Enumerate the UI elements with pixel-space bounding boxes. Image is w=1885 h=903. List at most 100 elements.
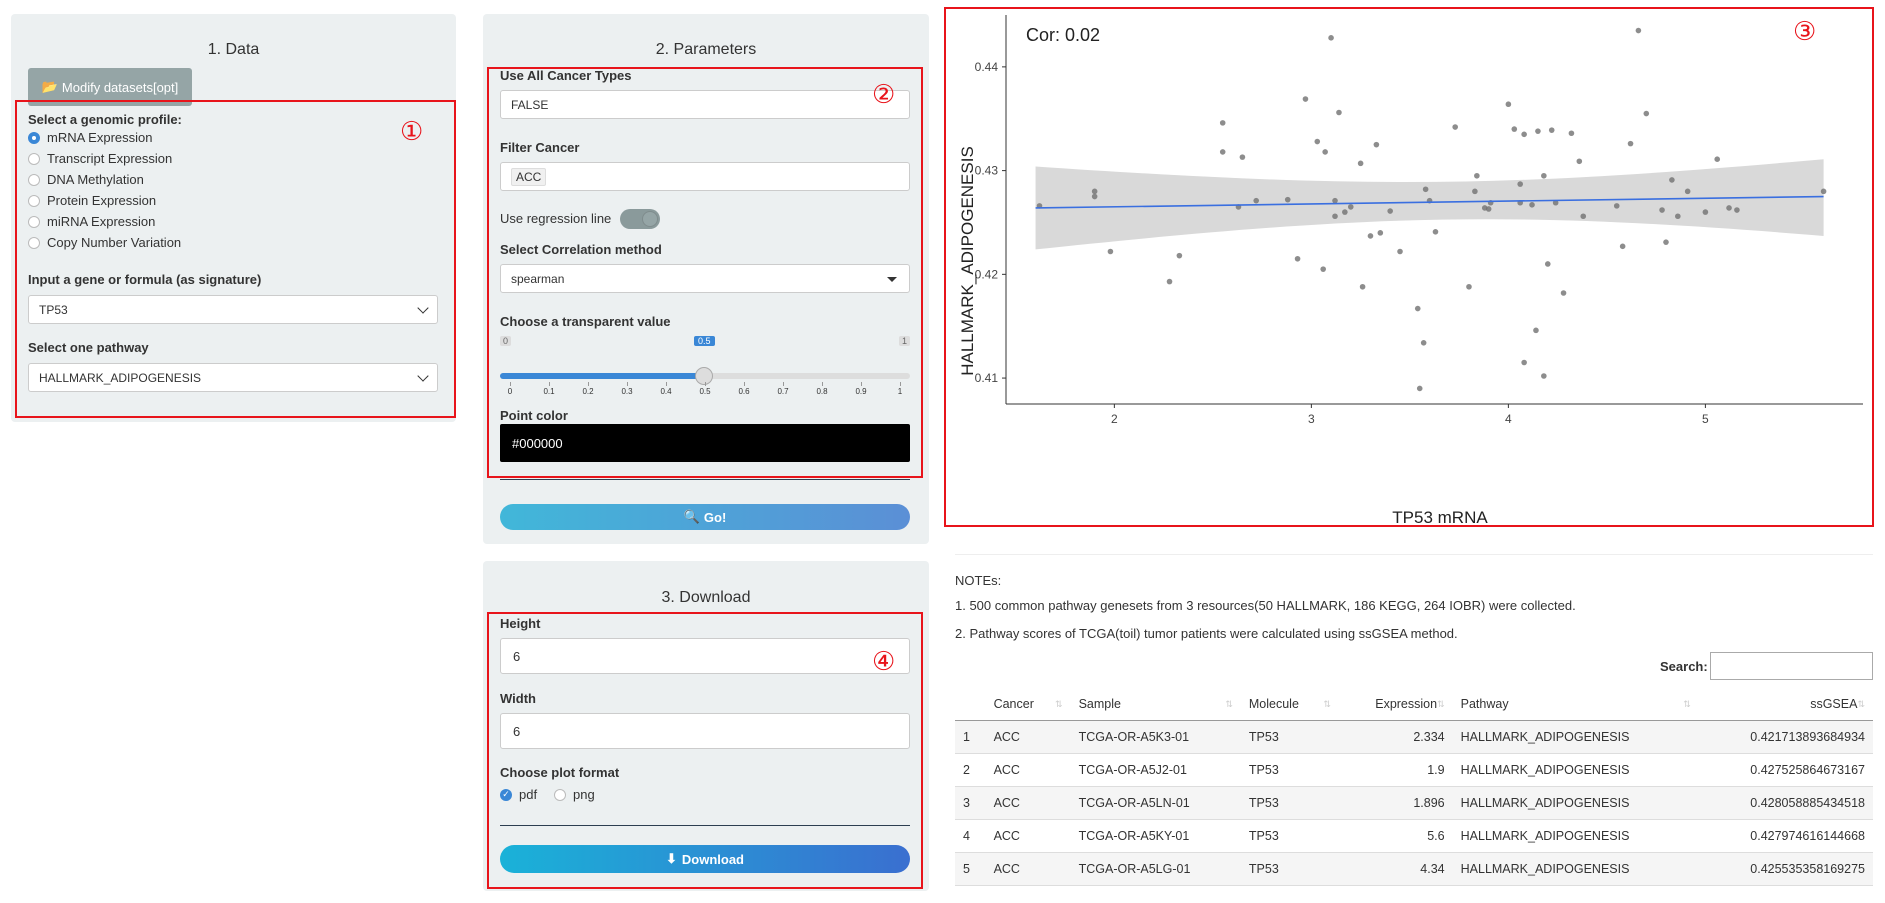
sort-icon: ⇅ <box>1055 698 1063 709</box>
scatter-point <box>1219 120 1226 126</box>
go-button[interactable]: 🔍 Go! <box>500 504 910 530</box>
scatter-point <box>1239 154 1246 160</box>
point-color-input[interactable]: #000000 <box>500 424 910 462</box>
scatter-point <box>1373 141 1380 148</box>
table-header-cell[interactable]: Sample ⇅ <box>1070 687 1241 721</box>
download-button[interactable]: ⬇ Download <box>500 845 910 873</box>
modify-datasets-label: Modify datasets[opt] <box>61 79 179 95</box>
transparent-value-slider[interactable]: 0 1 0.5 0 0.1 0.2 0.3 0.4 0.5 0.6 0.7 0.8 0.9 1 <box>500 336 910 396</box>
y-tick-label: 0.42 <box>975 267 999 281</box>
table-header-cell[interactable]: Molecule ⇅ <box>1240 687 1339 721</box>
modify-datasets-button[interactable]: 📂 Modify datasets[opt] <box>28 68 192 106</box>
slider-max-label: 1 <box>898 336 910 346</box>
filter-cancer-input[interactable]: ACC <box>500 162 910 191</box>
pathway-select[interactable]: HALLMARK_ADIPOGENESIS <box>28 363 438 392</box>
scatter-point <box>1314 138 1321 145</box>
slider-tick-label: 0.6 <box>738 387 750 396</box>
scatter-point <box>1619 243 1626 250</box>
download-panel-title: 3. Download <box>661 589 751 606</box>
gene-select[interactable]: TP53 <box>28 295 438 324</box>
table-cell: TP53 <box>1240 786 1339 820</box>
correlation-method-value: spearman <box>511 271 565 286</box>
slider-tick-mark <box>783 382 784 386</box>
slider-tick-mark <box>861 382 862 386</box>
x-tick-label: 3 <box>1308 412 1315 426</box>
table-header-row: Cancer ⇅ Sample ⇅ Molecule ⇅ Expression ⇅ Pathwa… <box>955 687 1873 721</box>
table-cell: HALLMARK_ADIPOGENESIS <box>1452 819 1699 853</box>
sort-icon: ⇅ <box>1437 698 1445 709</box>
table-header-cell[interactable]: Cancer ⇅ <box>985 687 1071 721</box>
format-radio-pdf[interactable]: ✓ pdf <box>500 787 537 802</box>
filter-cancer-tag[interactable]: ACC <box>511 167 547 186</box>
format-radio-png[interactable]: png <box>554 787 595 802</box>
scatter-point <box>1675 213 1681 220</box>
table-cell: 4 <box>955 819 986 853</box>
table-row[interactable]: 1 ACC TCGA-OR-A5K3-01 TP53 2.334 HALLMARK_ADI… <box>955 720 1873 754</box>
table-header-cell[interactable]: ssGSEA ⇅ <box>1698 687 1873 721</box>
slider-handle[interactable] <box>695 367 713 385</box>
use-all-cancer-select[interactable]: FALSE <box>500 90 910 119</box>
regression-line-toggle[interactable] <box>620 209 660 229</box>
table-header-cell[interactable]: Pathway ⇅ <box>1452 687 1699 721</box>
divider <box>500 479 910 480</box>
table-cell: TCGA-OR-A5K3-01 <box>1070 720 1241 754</box>
scatter-point <box>1541 172 1547 179</box>
scatter-point <box>1820 188 1827 195</box>
scatter-point <box>1166 278 1173 285</box>
table-header-label: Cancer <box>993 696 1034 711</box>
correlation-method-select[interactable]: spearman <box>500 264 910 293</box>
table-row[interactable]: 4 ACC TCGA-OR-A5KY-01 TP53 5.6 HALLMARK_ADIPO… <box>955 819 1873 853</box>
transparent-value-label: Choose a transparent value <box>500 314 671 329</box>
genomic-profile-option-label: Protein Expression <box>47 193 157 208</box>
scatter-point <box>1322 149 1328 155</box>
format-pdf-label: pdf <box>519 787 538 802</box>
search-input[interactable] <box>1710 652 1873 680</box>
slider-tick-label: 0.4 <box>660 387 672 396</box>
scatter-point <box>1552 199 1559 206</box>
table-header-cell[interactable]: Expression ⇅ <box>1338 687 1453 721</box>
genomic-profile-option[interactable]: Transcript Expression <box>28 151 172 166</box>
scatter-point <box>1294 255 1301 262</box>
data-panel-title: 1. Data <box>207 41 260 58</box>
table-cell: TP53 <box>1240 852 1339 886</box>
table-row[interactable]: 5 ACC TCGA-OR-A5LG-01 TP53 4.34 HALLMARK_ADIP… <box>955 852 1873 886</box>
notes-heading: NOTEs: <box>955 573 1002 588</box>
filter-cancer-label: Filter Cancer <box>500 140 580 155</box>
table-header-cell <box>955 687 986 721</box>
genomic-profile-option[interactable]: DNA Methylation <box>28 172 144 187</box>
plot-format-label: Choose plot format <box>500 765 620 780</box>
table-row[interactable]: 2 ACC TCGA-OR-A5J2-01 TP53 1.9 HALLMARK_ADIPO… <box>955 753 1873 787</box>
x-tick-label: 5 <box>1702 412 1709 426</box>
x-tick-label: 2 <box>1111 412 1118 426</box>
genomic-profile-option[interactable]: Protein Expression <box>28 193 156 208</box>
genomic-profile-option[interactable]: miRNA Expression <box>28 214 155 229</box>
height-input[interactable]: 6 <box>500 638 910 674</box>
genomic-profile-option-label: Transcript Expression <box>47 151 173 166</box>
table-cell: 0.425535358169275 <box>1698 852 1873 886</box>
scatter-point <box>1485 206 1492 212</box>
scatter-point <box>1669 177 1675 183</box>
table-cell: ACC <box>985 786 1071 820</box>
scatter-point <box>1663 239 1669 245</box>
gene-select-value: TP53 <box>39 302 68 317</box>
sort-icon: ⇅ <box>1857 698 1865 709</box>
scatter-point <box>1414 305 1421 312</box>
scatter-point <box>1091 193 1098 200</box>
genomic-profile-option[interactable]: mRNA Expression <box>28 130 152 145</box>
scatter-point <box>1359 283 1366 290</box>
caret-down-icon <box>887 277 897 282</box>
scatter-point <box>1302 96 1309 102</box>
scatter-point <box>1091 188 1098 195</box>
radio-icon <box>28 215 40 228</box>
points-layer <box>1036 27 1827 392</box>
slider-tick-label: 0.8 <box>816 387 828 396</box>
slider-tick-mark <box>549 382 550 386</box>
scatter-point <box>1387 208 1393 214</box>
slider-tick-mark <box>900 382 901 386</box>
genomic-profile-option-label: miRNA Expression <box>47 214 156 229</box>
width-input[interactable]: 6 <box>500 713 910 749</box>
scatter-point <box>1332 213 1338 220</box>
genomic-profile-option[interactable]: Copy Number Variation <box>28 235 181 250</box>
scatter-point <box>1452 124 1458 130</box>
table-row[interactable]: 3 ACC TCGA-OR-A5LN-01 TP53 1.896 HALLMARK_ADI… <box>955 786 1873 820</box>
